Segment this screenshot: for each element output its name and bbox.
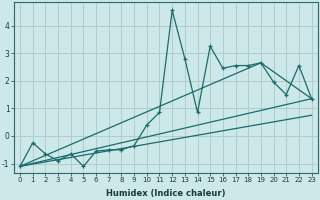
X-axis label: Humidex (Indice chaleur): Humidex (Indice chaleur) (106, 189, 226, 198)
